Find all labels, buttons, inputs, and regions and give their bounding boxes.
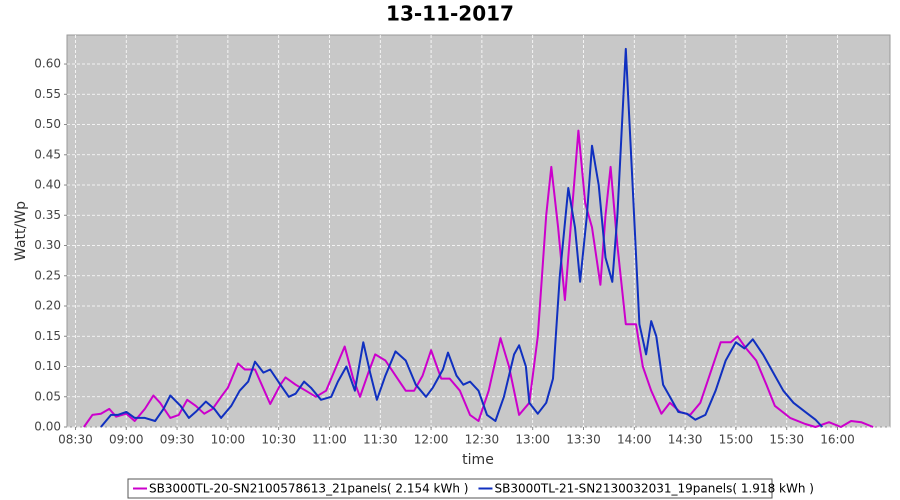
y-tick-label: 0.40 [34,178,61,192]
y-tick-label: 0.15 [34,329,61,343]
x-tick-label: 12:00 [414,433,449,447]
series-line [100,47,824,428]
x-tick-label: 15:00 [719,433,754,447]
x-tick-label: 13:00 [515,433,550,447]
x-tick-label: 08:30 [58,433,93,447]
x-tick-label: 10:00 [211,433,246,447]
y-tick-label: 0.35 [34,208,61,222]
x-tick-label: 12:30 [465,433,500,447]
x-tick-label: 14:00 [617,433,652,447]
legend-label: SB3000TL-20-SN2100578613_21panels( 2.154… [149,482,468,496]
x-tick-label: 16:00 [820,433,855,447]
x-axis-title: time [462,452,494,468]
x-tick-label: 11:00 [312,433,347,447]
chart-title: 13-11-2017 [386,2,514,26]
y-tick-label: 0.30 [34,238,61,252]
x-tick-label: 10:30 [261,433,296,447]
y-tick-label: 0.10 [34,359,61,373]
x-tick-label: 09:00 [109,433,144,447]
x-tick-label: 09:30 [160,433,195,447]
y-tick-label: 0.60 [34,57,61,71]
y-tick-label: 0.20 [34,299,61,313]
y-axis-title: Watt/Wp [13,201,29,261]
y-tick-label: 0.50 [34,117,61,131]
x-tick-label: 11:30 [363,433,398,447]
series-line [83,129,874,428]
y-tick-label: 0.25 [34,268,61,282]
x-tick-label: 15:30 [769,433,804,447]
legend-box [127,478,773,499]
y-tick-label: 0.05 [34,389,61,403]
y-tick-label: 0.55 [34,87,61,101]
plot-area [66,34,891,428]
y-tick-label: 0.00 [34,420,61,434]
x-tick-label: 14:30 [668,433,703,447]
x-tick-label: 13:30 [566,433,601,447]
legend-label: SB3000TL-21-SN2130032031_19panels( 1.918… [494,482,813,496]
y-tick-label: 0.45 [34,147,61,161]
